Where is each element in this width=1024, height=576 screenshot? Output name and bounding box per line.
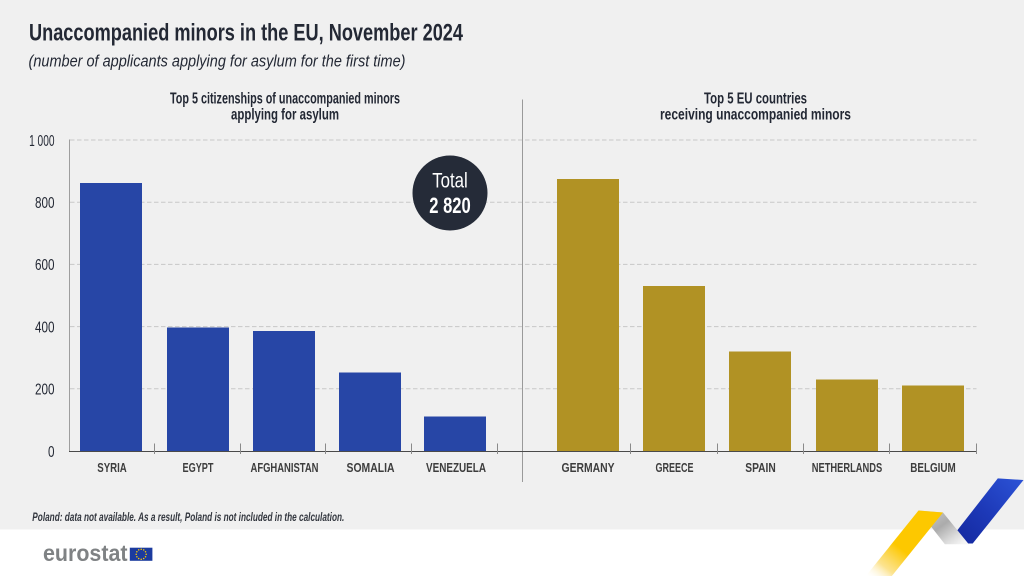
svg-text:Poland: data not available. As: Poland: data not available. As a result,… [32,510,344,524]
svg-text:BELGIUM: BELGIUM [910,460,956,475]
svg-text:Total: Total [432,170,468,193]
svg-text:VENEZUELA: VENEZUELA [426,460,486,475]
svg-text:200: 200 [35,382,55,399]
svg-text:Top 5 citizenships of unaccomp: Top 5 citizenships of unaccompanied mino… [170,90,400,107]
svg-text:GREECE: GREECE [656,460,694,475]
svg-text:Unaccompanied minors in the EU: Unaccompanied minors in the EU, November… [29,19,463,46]
svg-text:Top 5 EU countries: Top 5 EU countries [704,90,807,107]
svg-text:2 820: 2 820 [429,193,471,218]
svg-text:SPAIN: SPAIN [745,460,776,475]
svg-text:600: 600 [35,257,55,274]
svg-text:SYRIA: SYRIA [97,460,127,475]
svg-text:0: 0 [48,444,55,461]
svg-text:GERMANY: GERMANY [562,460,615,475]
svg-text:400: 400 [35,319,55,336]
svg-text:applying for asylum: applying for asylum [231,106,339,123]
svg-text:(number of applicants applying: (number of applicants applying for asylu… [29,52,406,70]
svg-text:SOMALIA: SOMALIA [347,460,395,475]
svg-text:receiving unaccompanied minors: receiving unaccompanied minors [660,106,851,123]
svg-text:NETHERLANDS: NETHERLANDS [812,460,883,475]
svg-text:800: 800 [35,195,55,212]
svg-text:eurostat: eurostat [43,540,128,566]
svg-text:AFGHANISTAN: AFGHANISTAN [251,460,319,475]
svg-text:1 000: 1 000 [29,133,55,150]
svg-text:EGYPT: EGYPT [183,460,214,475]
